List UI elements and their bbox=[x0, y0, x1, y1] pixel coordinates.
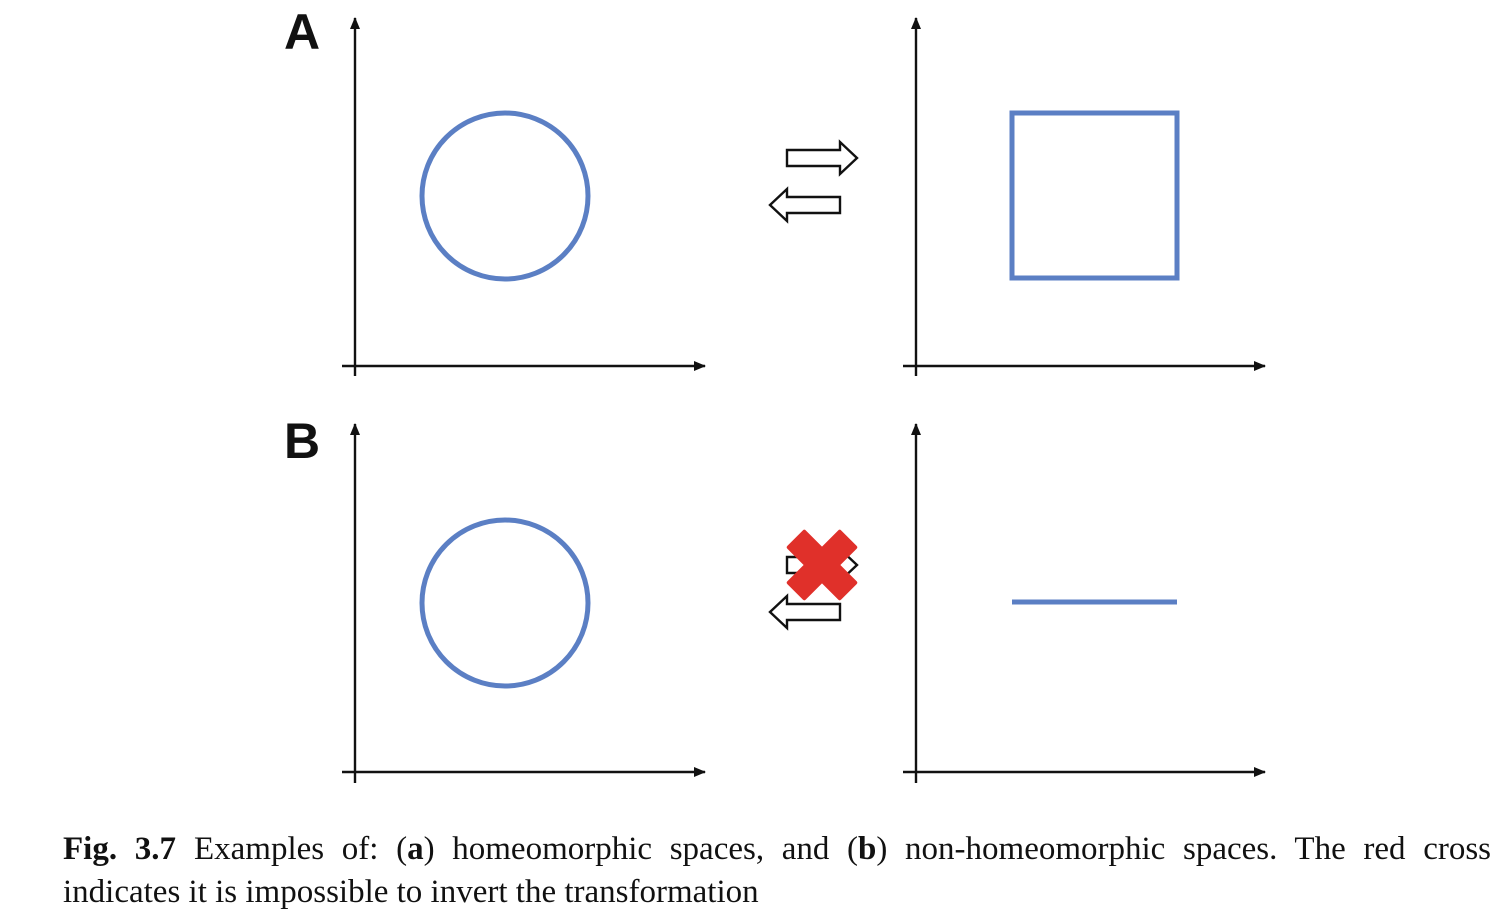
red-cross-icon bbox=[786, 529, 858, 601]
panel-a-right-axes bbox=[903, 17, 1266, 376]
caption-text-2: ) homeomorphic spaces, and ( bbox=[423, 831, 859, 867]
panel-a-label: A bbox=[284, 4, 320, 60]
figure-number: Fig. 3.7 bbox=[63, 831, 176, 867]
panel-b-circle bbox=[419, 517, 591, 689]
figure-caption: Fig. 3.7 Examples of: (a) homeomorphic sp… bbox=[63, 828, 1491, 914]
panel-a-left-arrow bbox=[768, 186, 842, 224]
panel-b-left-axes bbox=[342, 423, 706, 783]
panel-b-left-arrow bbox=[768, 593, 842, 631]
panel-a-circle bbox=[419, 110, 591, 282]
panel-a-left-axes bbox=[342, 17, 706, 376]
panel-b-label: B bbox=[284, 413, 320, 469]
caption-b: b bbox=[858, 831, 877, 867]
caption-a: a bbox=[407, 831, 424, 867]
caption-text-1: Examples of: ( bbox=[194, 831, 408, 867]
panel-b-right-axes bbox=[903, 423, 1266, 783]
caption-text-3: ) non-homeomorphic spaces. The red cross… bbox=[63, 831, 1492, 910]
panel-a-right-arrow bbox=[785, 139, 859, 177]
panel-a-square bbox=[1009, 110, 1180, 281]
